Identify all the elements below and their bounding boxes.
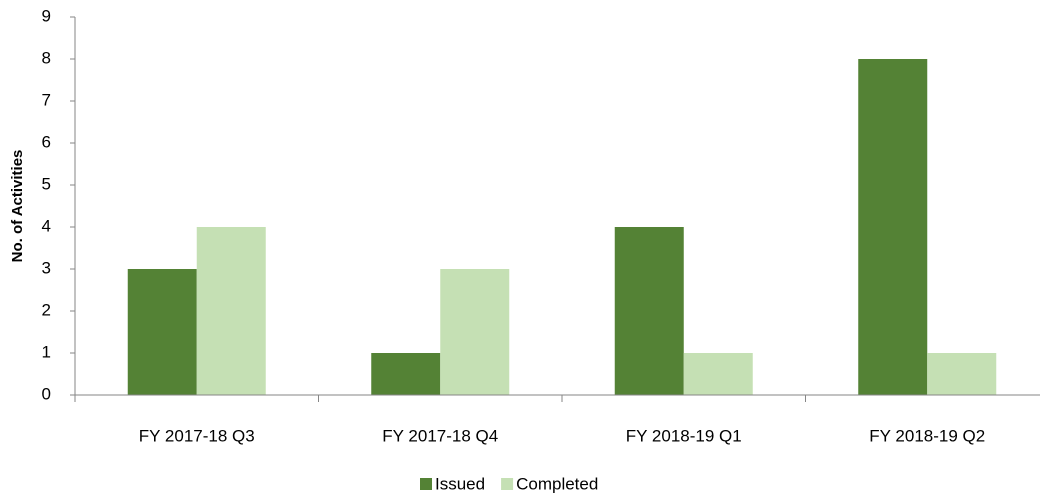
y-tick-label: 2 — [42, 300, 51, 319]
x-tick-label: FY 2017-18 Q4 — [382, 426, 498, 445]
bar — [683, 353, 753, 395]
bar — [371, 353, 441, 395]
y-tick-label: 1 — [42, 342, 51, 361]
y-tick-label: 3 — [42, 258, 51, 277]
bar — [440, 269, 510, 395]
x-tick-label: FY 2018-19 Q1 — [626, 426, 742, 445]
bar — [927, 353, 997, 395]
legend-label: Issued — [435, 474, 485, 493]
y-tick-label: 7 — [42, 90, 51, 109]
bar — [127, 269, 197, 395]
legend-swatch — [501, 478, 514, 490]
x-tick-label: FY 2018-19 Q2 — [869, 426, 985, 445]
legend-swatch — [420, 478, 432, 490]
y-tick-label: 5 — [42, 174, 51, 193]
y-tick-label: 9 — [42, 6, 51, 25]
y-tick-label: 8 — [42, 48, 51, 67]
y-axis-label: No. of Activities — [9, 150, 26, 263]
bar — [858, 59, 928, 395]
y-tick-label: 0 — [42, 384, 51, 403]
y-tick-label: 4 — [42, 216, 51, 235]
legend-label: Completed — [516, 474, 598, 493]
y-tick-label: 6 — [42, 132, 51, 151]
bar — [614, 227, 684, 395]
bar — [196, 227, 266, 395]
x-tick-label: FY 2017-18 Q3 — [139, 426, 255, 445]
